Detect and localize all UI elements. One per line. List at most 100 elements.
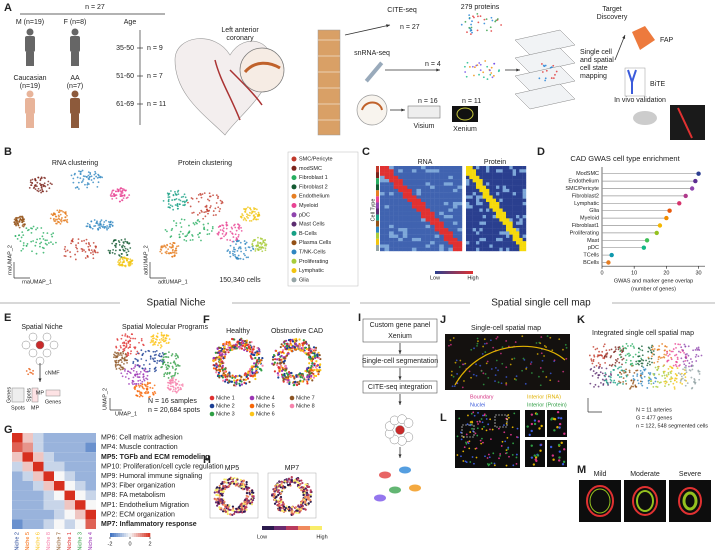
cell-type-bar xyxy=(376,202,379,209)
cell-dot xyxy=(690,376,693,379)
cell-dot xyxy=(254,248,257,250)
heatmap-cell xyxy=(512,195,517,199)
spot xyxy=(231,509,234,512)
heatmap-cell xyxy=(482,169,487,173)
cell-dot xyxy=(242,214,244,217)
cell-dot xyxy=(619,350,622,353)
heatmap-cell xyxy=(398,192,403,196)
dot xyxy=(644,238,650,243)
heatmap-cell xyxy=(384,172,390,177)
cell-dot xyxy=(134,357,137,360)
label: 0 xyxy=(600,271,603,277)
heatmap-cell xyxy=(472,234,477,239)
cell-dot xyxy=(178,384,181,386)
heatmap-cell xyxy=(472,211,477,216)
cell-dot xyxy=(524,382,527,385)
cell-dot xyxy=(624,380,627,382)
cell-dot xyxy=(39,245,41,248)
heatmap-cell xyxy=(472,237,477,242)
heatmap-cell xyxy=(384,166,390,170)
heatmap-cell xyxy=(402,201,408,206)
validation-image xyxy=(670,105,705,140)
cell-dot xyxy=(89,245,92,247)
cell-dot xyxy=(626,353,629,355)
cell-dot xyxy=(227,249,230,251)
spot xyxy=(216,364,219,367)
matrix xyxy=(31,387,39,403)
cell-dot xyxy=(610,355,613,357)
cell-dot xyxy=(196,213,199,216)
heatmap-cell xyxy=(457,205,463,209)
cell-dot xyxy=(494,20,497,23)
heatmap-cell xyxy=(22,500,33,510)
spot xyxy=(308,362,311,365)
heatmap-cell xyxy=(512,172,517,177)
label: mapping xyxy=(580,73,607,80)
spot xyxy=(298,479,301,482)
heatmap-cell xyxy=(85,471,96,481)
cell-dot xyxy=(131,262,133,265)
cell-dot xyxy=(102,223,105,226)
label: F xyxy=(203,314,210,326)
cell-dot xyxy=(688,362,691,365)
heatmap-cell xyxy=(519,211,523,216)
heatmap-cell xyxy=(486,218,490,222)
legend-swatch xyxy=(291,258,297,264)
cell-dot xyxy=(637,355,640,358)
spot xyxy=(220,482,223,485)
cell-dot xyxy=(126,196,129,199)
cell-dot xyxy=(159,341,162,344)
cell-dot xyxy=(635,363,638,366)
spot xyxy=(250,365,253,368)
cell-dot xyxy=(112,248,115,251)
cell-dot xyxy=(632,381,635,384)
heatmap-cell xyxy=(416,188,422,193)
heatmap-cell xyxy=(486,195,490,199)
heatmap-cell xyxy=(457,182,463,186)
heatmap-cell xyxy=(389,166,394,170)
heatmap-cell xyxy=(430,205,435,209)
heatmap-cell xyxy=(411,182,417,186)
heatmap-cell xyxy=(472,192,477,196)
zoom-vessel xyxy=(243,61,281,74)
spot xyxy=(219,354,222,357)
heatmap-cell xyxy=(499,172,503,177)
heatmap-cell xyxy=(489,185,493,190)
heatmap-cell xyxy=(469,211,473,216)
spot xyxy=(228,484,231,488)
cell-dot xyxy=(565,346,568,349)
spot xyxy=(312,357,315,361)
cell-dot xyxy=(173,254,176,257)
cell-dot xyxy=(700,354,703,357)
heatmap-cell xyxy=(512,231,517,235)
cell-dot xyxy=(630,379,633,382)
heatmap-cell xyxy=(443,192,449,196)
cell-dot xyxy=(167,196,170,199)
spot xyxy=(231,345,234,348)
heatmap-cell xyxy=(452,179,458,183)
cell-dot xyxy=(119,193,122,196)
spot xyxy=(223,345,226,349)
spot xyxy=(248,350,252,353)
cell-dot xyxy=(682,374,685,376)
cell-dot xyxy=(622,357,625,360)
heatmap-cell xyxy=(64,433,75,443)
heatmap-cell xyxy=(430,169,435,173)
cell-dot xyxy=(455,359,458,362)
cell-dot xyxy=(100,223,102,226)
label: MP6: Cell matrix adhesion xyxy=(101,435,183,442)
spot xyxy=(306,375,309,379)
spot xyxy=(240,380,243,383)
heatmap-cell xyxy=(489,237,493,242)
cell-dot xyxy=(243,252,245,255)
heatmap-cell xyxy=(402,224,408,229)
heatmap-cell xyxy=(492,169,497,173)
heatmap-cell xyxy=(516,224,520,229)
cell-dot xyxy=(235,237,238,239)
cell-dot xyxy=(178,198,180,201)
heatmap-cell xyxy=(499,188,503,193)
cell-dot xyxy=(140,382,142,385)
heatmap-cell xyxy=(411,169,417,173)
cell-dot xyxy=(481,352,484,355)
spot xyxy=(228,340,231,344)
